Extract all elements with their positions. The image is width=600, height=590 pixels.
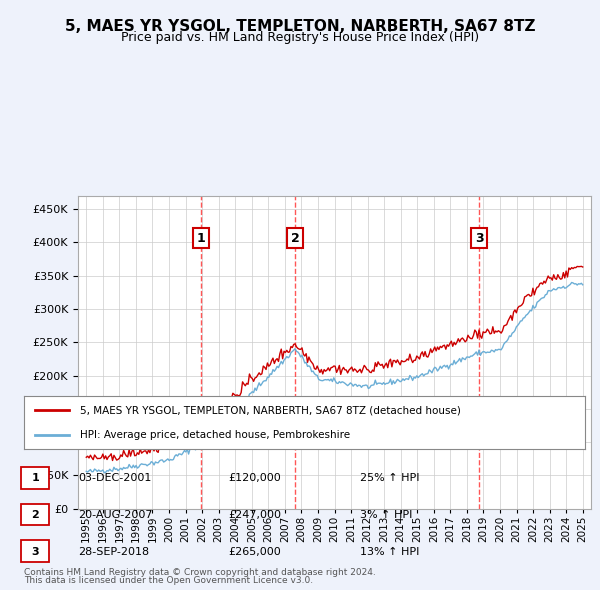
Text: 3: 3	[475, 232, 484, 245]
Text: 3% ↑ HPI: 3% ↑ HPI	[360, 510, 412, 520]
Text: This data is licensed under the Open Government Licence v3.0.: This data is licensed under the Open Gov…	[24, 576, 313, 585]
Text: 3: 3	[32, 547, 39, 556]
Text: 2: 2	[32, 510, 39, 520]
Text: HPI: Average price, detached house, Pembrokeshire: HPI: Average price, detached house, Pemb…	[80, 430, 350, 440]
Text: £120,000: £120,000	[228, 474, 281, 483]
Text: £265,000: £265,000	[228, 547, 281, 556]
Text: 5, MAES YR YSGOL, TEMPLETON, NARBERTH, SA67 8TZ: 5, MAES YR YSGOL, TEMPLETON, NARBERTH, S…	[65, 19, 535, 34]
Text: 20-AUG-2007: 20-AUG-2007	[78, 510, 152, 520]
Text: Contains HM Land Registry data © Crown copyright and database right 2024.: Contains HM Land Registry data © Crown c…	[24, 568, 376, 577]
Text: 13% ↑ HPI: 13% ↑ HPI	[360, 547, 419, 556]
Text: 03-DEC-2001: 03-DEC-2001	[78, 474, 151, 483]
Text: 1: 1	[196, 232, 205, 245]
Text: £247,000: £247,000	[228, 510, 281, 520]
Text: 2: 2	[291, 232, 299, 245]
Text: Price paid vs. HM Land Registry's House Price Index (HPI): Price paid vs. HM Land Registry's House …	[121, 31, 479, 44]
Text: 1: 1	[32, 474, 39, 483]
Text: 28-SEP-2018: 28-SEP-2018	[78, 547, 149, 556]
Text: 25% ↑ HPI: 25% ↑ HPI	[360, 474, 419, 483]
Text: 5, MAES YR YSGOL, TEMPLETON, NARBERTH, SA67 8TZ (detached house): 5, MAES YR YSGOL, TEMPLETON, NARBERTH, S…	[80, 405, 461, 415]
